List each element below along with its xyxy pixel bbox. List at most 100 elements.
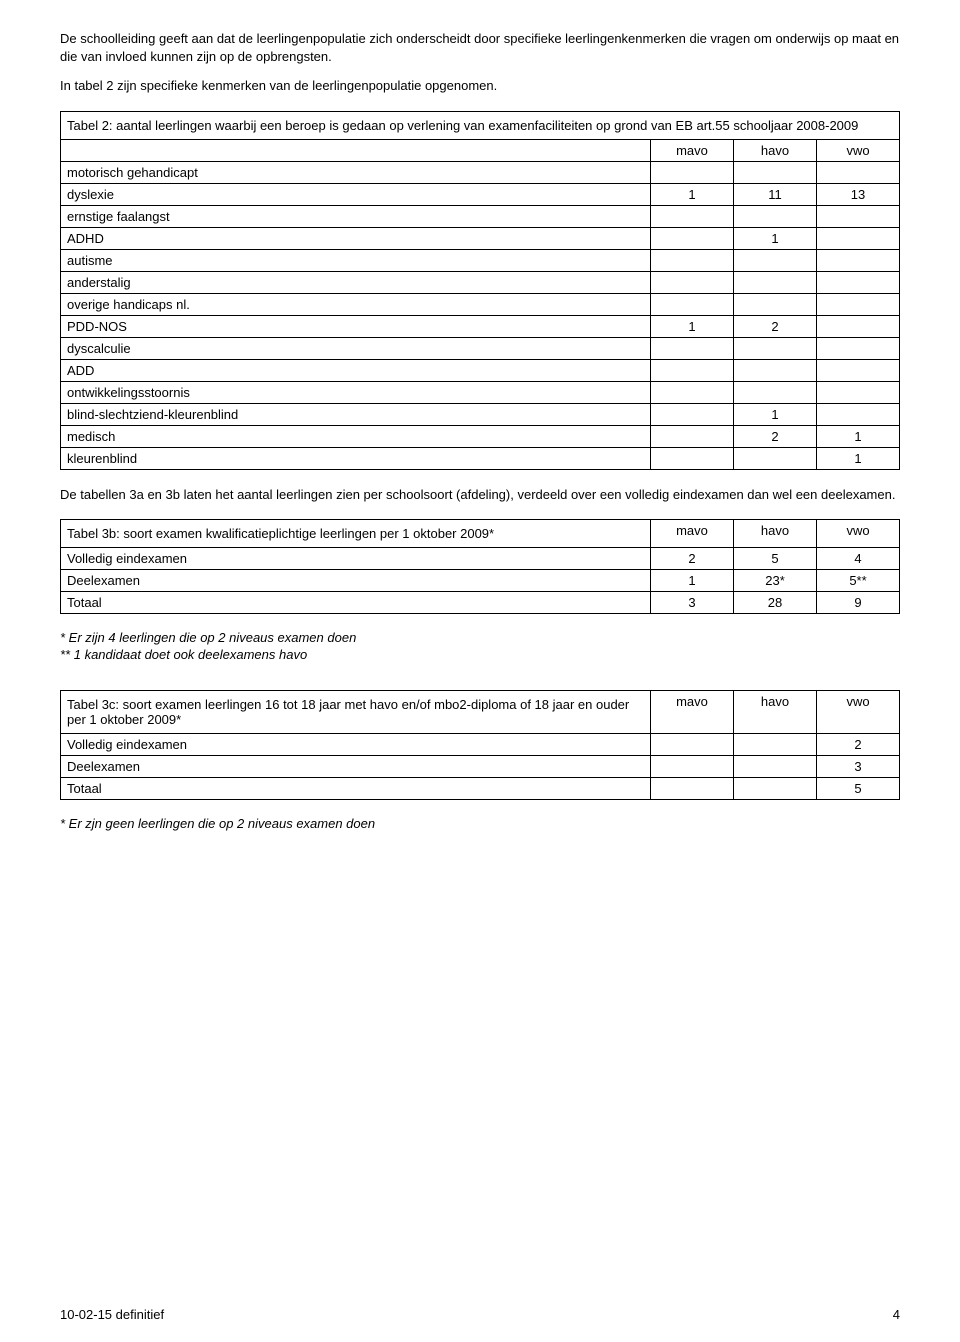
table-2-cell-havo <box>734 205 817 227</box>
table-2-cell-vwo <box>817 227 900 249</box>
table-2-cell-havo <box>734 249 817 271</box>
table-2-row-label: anderstalig <box>61 271 651 293</box>
table-2-row: ADD <box>61 359 900 381</box>
table-2-row: motorisch gehandicapt <box>61 161 900 183</box>
table-3b-caption: Tabel 3b: soort examen kwalificatieplich… <box>61 520 651 548</box>
table-2-cell-mavo <box>651 249 734 271</box>
table-2-cell-havo <box>734 271 817 293</box>
table-2-cell-vwo: 1 <box>817 425 900 447</box>
table-2-cell-vwo <box>817 381 900 403</box>
table-2-cell-vwo <box>817 249 900 271</box>
table-2-row: PDD-NOS12 <box>61 315 900 337</box>
table-2-row-label: overige handicaps nl. <box>61 293 651 315</box>
table-3c-cell-vwo: 2 <box>817 734 900 756</box>
table-3b-cell-mavo: 1 <box>651 570 734 592</box>
table-3c-row-label: Volledig eindexamen <box>61 734 651 756</box>
table-3c-header-row: Tabel 3c: soort examen leerlingen 16 tot… <box>61 691 900 734</box>
table-2-header-row: mavo havo vwo <box>61 139 900 161</box>
table-2-cell-vwo: 13 <box>817 183 900 205</box>
intro-paragraph-2: In tabel 2 zijn specifieke kenmerken van… <box>60 77 900 95</box>
table-2-cell-mavo <box>651 403 734 425</box>
table-2-cell-havo <box>734 447 817 469</box>
table-2-cell-mavo <box>651 425 734 447</box>
table-2-cell-vwo <box>817 403 900 425</box>
table-2-header-blank <box>61 139 651 161</box>
table-2-row: kleurenblind1 <box>61 447 900 469</box>
table-3b-cell-havo: 5 <box>734 548 817 570</box>
table-2-row: ernstige faalangst <box>61 205 900 227</box>
table-2-cell-mavo <box>651 337 734 359</box>
table-2-row-label: ADHD <box>61 227 651 249</box>
table-3b-cell-mavo: 2 <box>651 548 734 570</box>
table-2-cell-havo: 1 <box>734 403 817 425</box>
table-2-row-label: medisch <box>61 425 651 447</box>
table-2-cell-mavo: 1 <box>651 183 734 205</box>
table-2-header-vwo: vwo <box>817 139 900 161</box>
table-3b-cell-vwo: 4 <box>817 548 900 570</box>
table-3b-cell-havo: 28 <box>734 592 817 614</box>
table-2-cell-havo: 2 <box>734 315 817 337</box>
table-2-row-label: kleurenblind <box>61 447 651 469</box>
table-2-cell-vwo <box>817 161 900 183</box>
table-3b-header-vwo: vwo <box>817 520 900 548</box>
table-3b: Tabel 3b: soort examen kwalificatieplich… <box>60 519 900 614</box>
table-2-header-mavo: mavo <box>651 139 734 161</box>
table-3b-row-label: Totaal <box>61 592 651 614</box>
page-footer: 10-02-15 definitief 4 <box>60 1307 900 1322</box>
table-2-row-label: ontwikkelingsstoornis <box>61 381 651 403</box>
table-2-cell-mavo <box>651 293 734 315</box>
table-2-cell-havo: 1 <box>734 227 817 249</box>
table-2-row: dyslexie11113 <box>61 183 900 205</box>
table-2-cell-vwo <box>817 271 900 293</box>
table-2-row-label: ernstige faalangst <box>61 205 651 227</box>
table-2-cell-havo: 2 <box>734 425 817 447</box>
table-3c-cell-mavo <box>651 734 734 756</box>
table-3b-row-label: Volledig eindexamen <box>61 548 651 570</box>
intro-paragraph-1: De schoolleiding geeft aan dat de leerli… <box>60 30 900 65</box>
table-3c-header-havo: havo <box>734 691 817 734</box>
table-2-cell-mavo <box>651 359 734 381</box>
table-3b-footnote-2: ** 1 kandidaat doet ook deelexamens havo <box>60 647 900 662</box>
table-3c-row: Volledig eindexamen 2 <box>61 734 900 756</box>
table-3c: Tabel 3c: soort examen leerlingen 16 tot… <box>60 690 900 800</box>
table-3c-header-mavo: mavo <box>651 691 734 734</box>
page: De schoolleiding geeft aan dat de leerli… <box>0 0 960 1342</box>
table-2-cell-mavo <box>651 227 734 249</box>
table-2-row-label: blind-slechtziend-kleurenblind <box>61 403 651 425</box>
table-2-row: overige handicaps nl. <box>61 293 900 315</box>
table-3c-cell-mavo <box>651 778 734 800</box>
table-2-cell-vwo <box>817 315 900 337</box>
table-2-row-label: autisme <box>61 249 651 271</box>
table-2-cell-vwo <box>817 337 900 359</box>
table-3c-cell-havo <box>734 734 817 756</box>
table-2-caption: Tabel 2: aantal leerlingen waarbij een b… <box>61 111 900 139</box>
table-2-row: blind-slechtziend-kleurenblind 1 <box>61 403 900 425</box>
table-2-row-label: PDD-NOS <box>61 315 651 337</box>
table-3b-row-label: Deelexamen <box>61 570 651 592</box>
table-2-header-havo: havo <box>734 139 817 161</box>
table-2-row: ontwikkelingsstoornis <box>61 381 900 403</box>
table-3c-cell-vwo: 5 <box>817 778 900 800</box>
table-2-caption-row: Tabel 2: aantal leerlingen waarbij een b… <box>61 111 900 139</box>
table-2-cell-havo <box>734 381 817 403</box>
table-2-row-label: dyscalculie <box>61 337 651 359</box>
table-2-cell-vwo <box>817 293 900 315</box>
table-2-row: medisch 21 <box>61 425 900 447</box>
table-3c-row: Totaal 5 <box>61 778 900 800</box>
table-3c-cell-havo <box>734 778 817 800</box>
table-2-cell-mavo <box>651 447 734 469</box>
table-2-row-label: motorisch gehandicapt <box>61 161 651 183</box>
table-3b-header-row: Tabel 3b: soort examen kwalificatieplich… <box>61 520 900 548</box>
table-2-cell-havo: 11 <box>734 183 817 205</box>
table-2-cell-vwo <box>817 359 900 381</box>
table-3b-row: Deelexamen123*5** <box>61 570 900 592</box>
table-3b-cell-havo: 23* <box>734 570 817 592</box>
table-3c-footnote-1: * Er zjn geen leerlingen die op 2 niveau… <box>60 816 900 831</box>
table-3c-cell-havo <box>734 756 817 778</box>
table-2-row: anderstalig <box>61 271 900 293</box>
table-3c-row-label: Deelexamen <box>61 756 651 778</box>
table-3b-header-havo: havo <box>734 520 817 548</box>
table-3c-row-label: Totaal <box>61 778 651 800</box>
table-2-row: autisme <box>61 249 900 271</box>
table-3c-cell-mavo <box>651 756 734 778</box>
